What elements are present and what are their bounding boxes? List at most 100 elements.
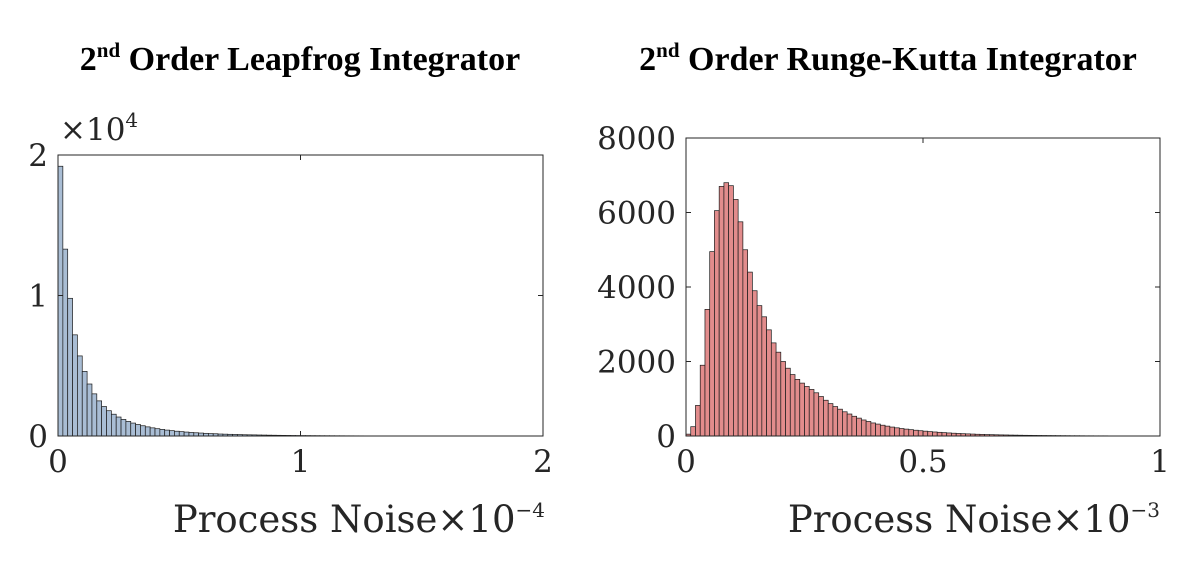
histogram-bar [761,316,767,437]
x-tick-label: 0 [48,444,68,480]
histogram-bar [879,424,886,437]
histogram-bar [823,399,829,437]
y-tick-label: 0 [28,419,48,455]
histogram-bar [903,428,910,437]
chart-runge-kutta: 2nd Order Runge-Kutta Integrator 0 2000 40… [597,38,1170,541]
histogram-bar [922,430,929,437]
histogram-bar [842,411,848,437]
histogram-bar [785,367,791,437]
histogram-bar [91,393,98,437]
histogram-bar [775,351,782,437]
histogram-bar [861,419,867,437]
histogram-bar [789,374,796,437]
histogram-bar [62,248,69,437]
y-axis: 0 2000 4000 6000 8000 [597,121,1160,455]
y-tick-label: 1 [28,279,48,315]
y-tick-label: 2 [28,138,48,174]
histogram-bar [178,431,185,437]
histogram-bar [57,165,64,437]
histogram-bar [77,355,83,437]
y-tick-label: 0 [656,419,676,455]
histogram-bar [72,334,78,437]
histogram-bar [67,297,73,437]
histogram-bar [144,426,151,437]
histogram-bar [865,421,872,437]
histogram-bar [733,199,739,437]
histogram-bar [747,271,753,437]
histogram-bar [690,426,696,437]
y-tick-label: 6000 [597,196,676,232]
histogram-bar [856,417,862,437]
x-axis-label: Process Noise×10−4 [173,498,545,541]
x-tick-label: 1 [291,444,311,480]
histogram-bar [851,415,857,437]
histogram-bar [894,427,900,437]
histogram-bar [86,383,93,437]
histogram-bar [742,249,748,437]
histogram-bar [135,424,141,437]
histogram-bar [808,389,815,437]
histogram-bar [799,382,805,437]
histogram-bar [149,427,156,437]
y-tick-label: 8000 [597,121,676,157]
y-multiplier: ×104 [60,108,138,148]
histogram-bar [832,406,839,437]
histogram-bar [140,425,146,437]
y-tick-label: 2000 [597,345,676,381]
histogram-bar [188,432,195,437]
histogram-bar [936,431,943,437]
histogram-bar [917,430,924,437]
x-tick-label: 0 [676,444,696,480]
histogram-bar [120,419,127,437]
x-axis: 0 1 2 [48,155,553,480]
histogram-bar [941,432,948,437]
chart-title: 2nd Order Leapfrog Integrator [80,38,520,78]
x-tick-label: 1 [1150,444,1170,480]
histogram-bar [125,421,132,437]
histogram-bar [169,430,175,437]
histogram-bar [704,309,711,437]
histogram-bar [766,329,772,437]
histogram-bar [737,221,744,437]
histogram-bar [780,361,786,437]
histogram-bar [130,422,136,437]
histogram-bar [752,290,758,437]
histogram-bar [164,429,170,437]
histogram-bar [827,403,834,437]
chart-title: 2nd Order Runge-Kutta Integrator [639,38,1137,78]
histogram-bar [101,406,107,437]
histogram-bar [770,342,777,437]
histogram-bar [709,251,715,437]
histogram-bar [106,410,112,437]
x-axis: 0 0.5 1 [676,138,1170,480]
histogram-bar [154,428,161,437]
histogram-bar [818,396,824,437]
histogram-bar [699,364,706,437]
histogram-bar [932,431,938,437]
histogram-bar [884,425,891,437]
histogram-bar [846,413,853,437]
histogram-bar [837,408,843,437]
chart-leapfrog: 2nd Order Leapfrog Integrator ×104 0 1 2 0… [28,38,553,541]
histogram-bar [813,392,820,437]
y-tick-label: 4000 [597,270,676,306]
histogram-bar [870,422,876,437]
histogram-bar [695,405,701,437]
histogram-bar [96,400,103,437]
histogram-bar [718,186,725,437]
bars [685,182,1161,437]
histogram-bar [889,426,895,437]
histogram-bar [908,429,914,437]
histogram-bar [804,386,810,437]
x-tick-label: 2 [533,444,553,480]
histogram-bar [723,182,730,437]
histogram-bar [927,431,933,437]
histogram-bar [714,210,720,437]
histogram-bar [728,185,734,437]
x-tick-label: 0.5 [898,444,947,480]
x-axis-label: Process Noise×10−3 [788,498,1160,541]
histogram-bar [115,416,122,437]
histogram-bar [875,423,881,437]
histogram-bar [81,371,88,437]
histogram-bar [110,413,117,437]
